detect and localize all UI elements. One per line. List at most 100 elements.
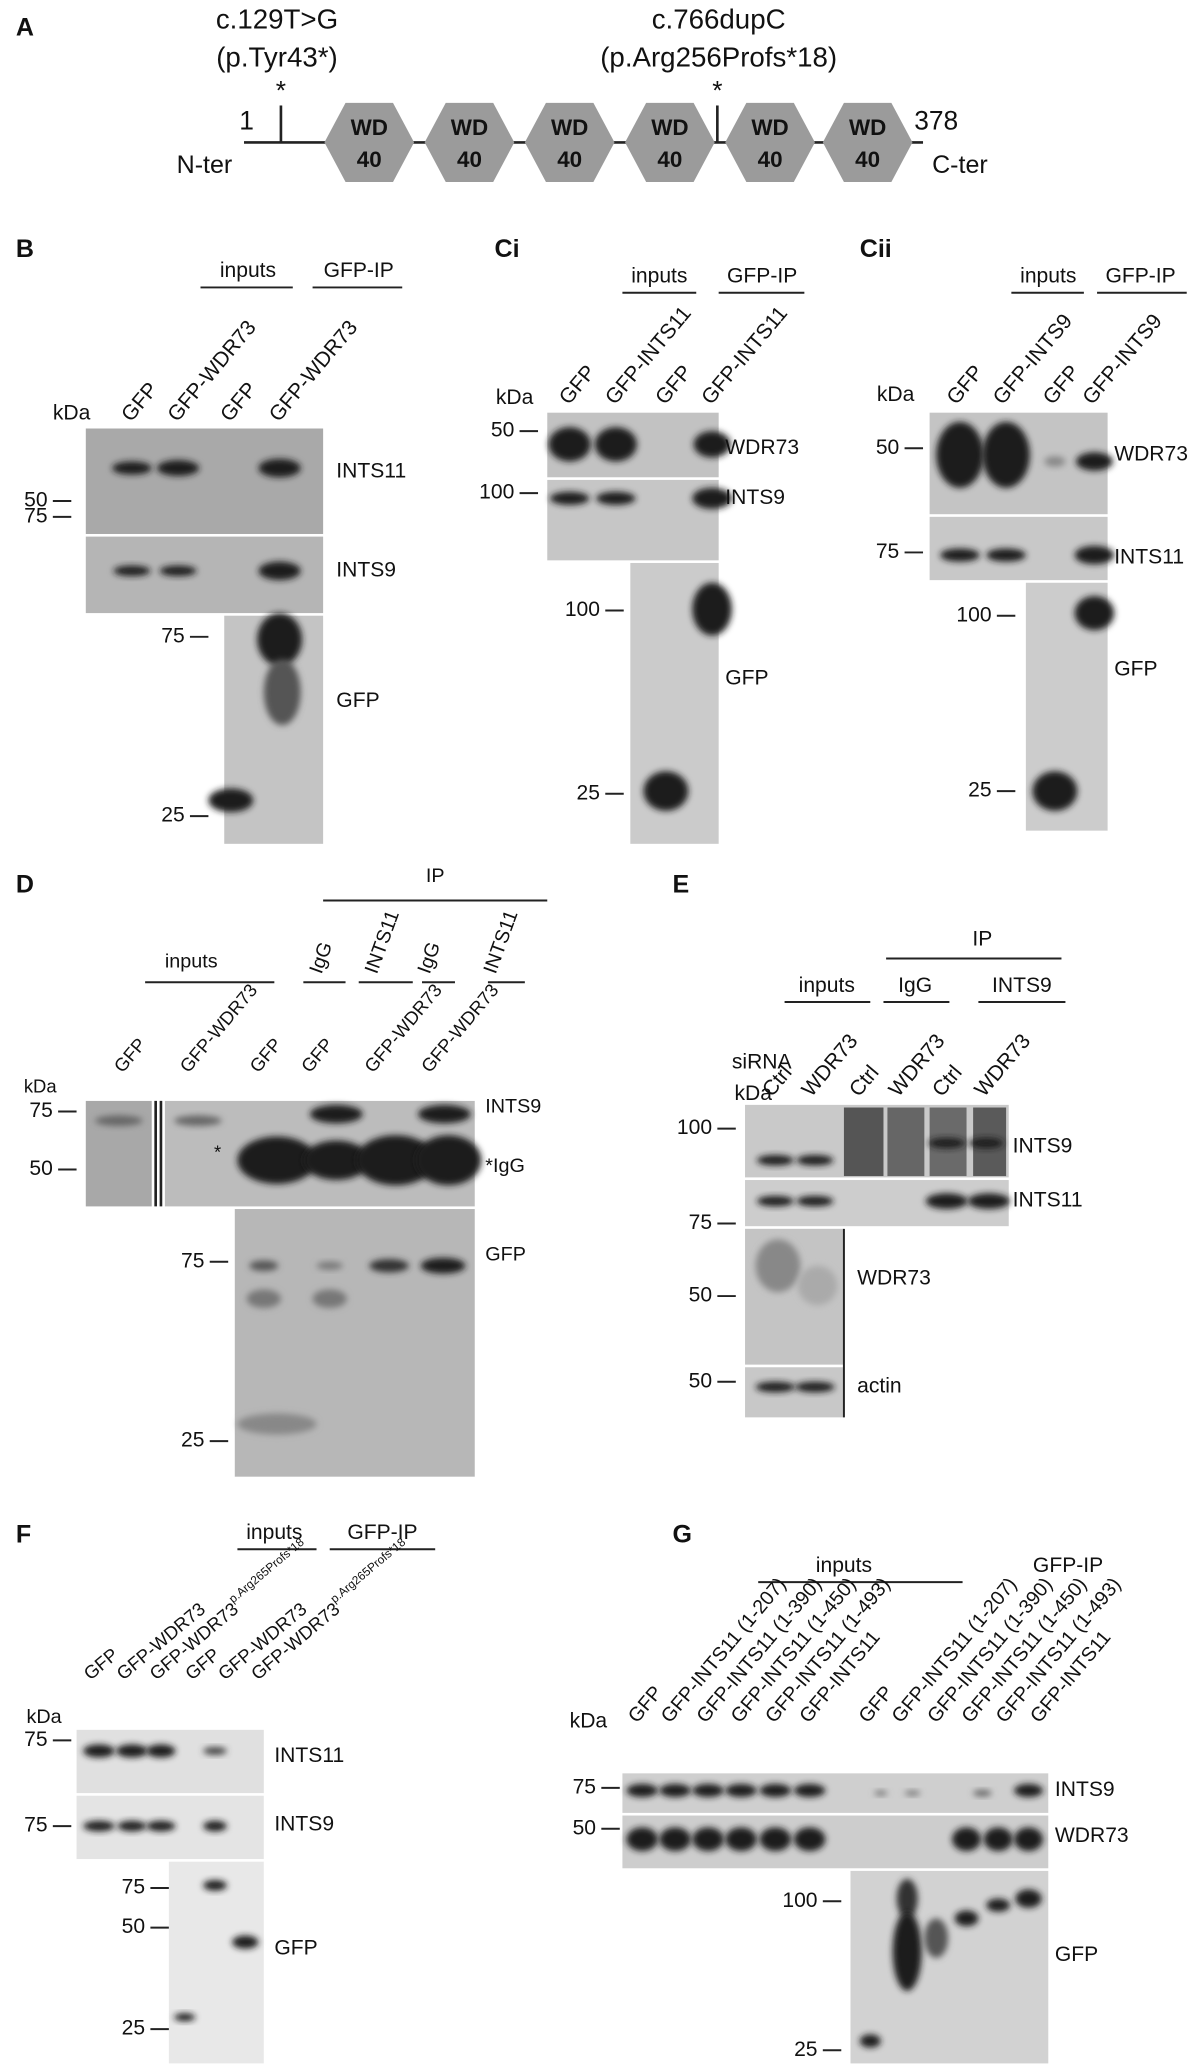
band <box>692 1827 724 1852</box>
antibody-label: IgG <box>414 939 446 976</box>
band <box>928 1137 966 1149</box>
band <box>936 421 984 488</box>
band <box>659 1827 691 1852</box>
sirna-label: siRNA <box>732 1050 793 1073</box>
size-marker: 75 <box>24 1728 47 1751</box>
band <box>692 582 732 636</box>
lane-label: GFP <box>943 361 988 409</box>
panel-label: F <box>16 1521 31 1549</box>
band <box>940 548 980 562</box>
lane-label: GFP <box>555 361 600 409</box>
group-label: GFP-IP <box>727 264 797 287</box>
terminus: C-ter <box>932 151 988 179</box>
blot <box>843 1107 884 1177</box>
band <box>793 1827 826 1852</box>
terminus: N-ter <box>177 151 233 179</box>
size-marker: 50 <box>689 1284 712 1307</box>
antibody-label: IgG <box>305 939 337 976</box>
group-label: inputs <box>165 951 218 973</box>
lane-label: GFP-WDR73 <box>265 316 362 426</box>
band <box>312 1289 347 1308</box>
band <box>725 1783 757 1798</box>
band <box>755 1381 796 1393</box>
band <box>1015 1889 1042 1908</box>
size-marker: 25 <box>122 2017 145 2040</box>
band <box>756 1154 794 1166</box>
band <box>1074 595 1115 631</box>
protein-label: GFP <box>725 667 768 690</box>
size-marker: 25 <box>161 804 184 827</box>
band <box>986 548 1026 562</box>
band <box>303 1140 370 1181</box>
band <box>117 1820 147 1832</box>
blot <box>76 1729 264 1794</box>
band <box>643 771 689 811</box>
band <box>797 1265 838 1306</box>
domain-label: WD <box>849 115 886 140</box>
domain-label: WD <box>451 115 488 140</box>
band <box>356 1135 436 1186</box>
protein-label: WDR73 <box>725 436 799 459</box>
band <box>1075 452 1113 471</box>
band <box>174 1115 222 1126</box>
kda: kDa <box>570 1710 608 1733</box>
blot <box>850 1870 1049 2064</box>
mutation: (p.Tyr43*) <box>216 42 337 73</box>
band <box>316 1261 343 1270</box>
lane-superscript: p.Arg265Profs*18 <box>226 1535 307 1606</box>
protein-label: INTS9 <box>1013 1135 1073 1158</box>
band <box>952 1827 982 1852</box>
size-marker: 100 <box>479 481 514 504</box>
band <box>1014 1827 1044 1852</box>
band <box>904 1790 921 1796</box>
star: * <box>214 1142 221 1163</box>
band <box>969 1137 1004 1149</box>
band <box>924 1918 949 1958</box>
band <box>237 1136 317 1184</box>
domain-label: 40 <box>557 147 582 172</box>
group-label: IP <box>426 865 445 887</box>
panel-label: Ci <box>495 235 520 263</box>
size-marker: 75 <box>29 1099 52 1122</box>
wd40-domain <box>725 102 815 182</box>
band <box>982 421 1030 488</box>
blot <box>929 516 1108 581</box>
panel-label: Cii <box>860 235 892 263</box>
size-marker: 75 <box>689 1211 712 1234</box>
size-marker: 75 <box>161 624 184 647</box>
lane-label: GFP <box>651 361 696 409</box>
domain-label: 40 <box>657 147 682 172</box>
size-marker: 100 <box>782 1889 817 1912</box>
band <box>159 565 197 577</box>
protein-label: actin <box>857 1375 902 1398</box>
group-label: GFP-IP <box>1033 1554 1103 1577</box>
size-marker: 50 <box>573 1816 596 1839</box>
band <box>257 613 303 666</box>
blot <box>168 1861 264 2064</box>
size-marker: 75 <box>24 1814 47 1837</box>
protein-label: INTS11 <box>1013 1189 1083 1212</box>
domain-label: WD <box>651 115 688 140</box>
kda: kDa <box>496 386 534 409</box>
band <box>203 1820 227 1832</box>
mutation: (p.Arg256Profs*18) <box>600 42 837 73</box>
panel-label: A <box>16 14 34 42</box>
star: * <box>276 75 286 105</box>
wd40-domain <box>424 102 515 182</box>
group-label: inputs <box>1020 264 1076 287</box>
protein-label: INTS9 <box>336 558 396 581</box>
kda: kDa <box>734 1082 772 1105</box>
domain-label: 40 <box>758 147 783 172</box>
position: 378 <box>914 106 958 136</box>
size-marker: 25 <box>968 779 991 802</box>
band <box>986 1898 1011 1912</box>
band <box>659 1783 691 1798</box>
band <box>369 1259 409 1273</box>
band <box>95 1115 143 1126</box>
band <box>1044 456 1066 467</box>
protein-label: GFP <box>274 1936 317 1959</box>
band <box>83 1744 115 1758</box>
group-label: GFP-IP <box>1105 264 1175 287</box>
size-marker: 50 <box>876 436 899 459</box>
protein-label: WDR73 <box>857 1266 931 1289</box>
